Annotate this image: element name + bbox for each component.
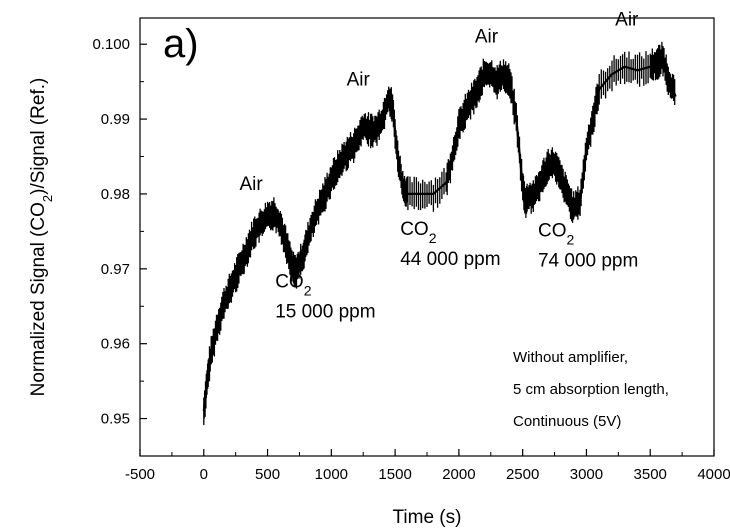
series-line xyxy=(202,57,677,412)
series-group xyxy=(202,41,677,426)
annotation-text: Air xyxy=(615,9,639,30)
series-noise-band xyxy=(203,41,676,426)
annotation-text: Air xyxy=(347,69,371,90)
y-axis-title-subscript: 2 xyxy=(40,195,55,202)
x-tick-label: -500 xyxy=(125,466,155,483)
x-tick-label: 0 xyxy=(200,466,208,483)
annotation-subscript: 2 xyxy=(304,283,312,299)
x-tick-label: 3500 xyxy=(634,466,667,483)
annotation-main: CO xyxy=(400,219,429,240)
annotation-text: CO2 xyxy=(275,272,312,299)
tick-marks xyxy=(139,43,715,456)
x-tick-label: 1000 xyxy=(315,466,348,483)
x-axis-title: Time (s) xyxy=(393,507,462,528)
x-tick-label: 2500 xyxy=(506,466,539,483)
x-tick-label: 3000 xyxy=(570,466,603,483)
y-axis-title-part: )/Signal (Ref.) xyxy=(28,78,49,195)
note-line: 5 cm absorption length, xyxy=(513,381,669,398)
y-tick-label: 0.95 xyxy=(101,411,130,428)
x-tick-label: 1500 xyxy=(378,466,411,483)
y-axis-title-part: Normalized Signal (CO xyxy=(28,202,49,396)
y-axis-title: Normalized Signal (CO2)/Signal (Ref.) xyxy=(28,78,55,397)
x-tick-label: 500 xyxy=(255,466,280,483)
labels-group: -500 0 500 1000 1500 2000 2500 3000 3500 4000 0.95… xyxy=(28,9,730,528)
annotation-text: 44 000 ppm xyxy=(400,249,500,270)
y-tick-label: 0.96 xyxy=(101,336,130,353)
annotation-text: 15 000 ppm xyxy=(275,302,375,323)
annotation-text: 74 000 ppm xyxy=(538,251,638,272)
note-line: Continuous (5V) xyxy=(513,413,621,430)
y-tick-label: 0.97 xyxy=(101,261,130,278)
y-tick-label: 0.98 xyxy=(101,186,130,203)
x-tick-label: 2000 xyxy=(442,466,475,483)
annotation-text: CO2 xyxy=(538,221,575,248)
x-tick-label: 4000 xyxy=(697,466,730,483)
y-tick-label: 0.100 xyxy=(92,36,130,53)
annotation-text: Air xyxy=(239,174,263,195)
annotation-subscript: 2 xyxy=(429,230,437,246)
annotation-main: CO xyxy=(538,221,567,242)
y-tick-label: 0.99 xyxy=(101,111,130,128)
annotation-text: Air xyxy=(475,27,499,48)
annotation-subscript: 2 xyxy=(566,232,574,248)
annotation-main: CO xyxy=(275,272,304,293)
panel-label: a) xyxy=(163,22,199,66)
note-line: Without amplifier, xyxy=(513,349,628,366)
annotation-text: CO2 xyxy=(400,219,437,246)
